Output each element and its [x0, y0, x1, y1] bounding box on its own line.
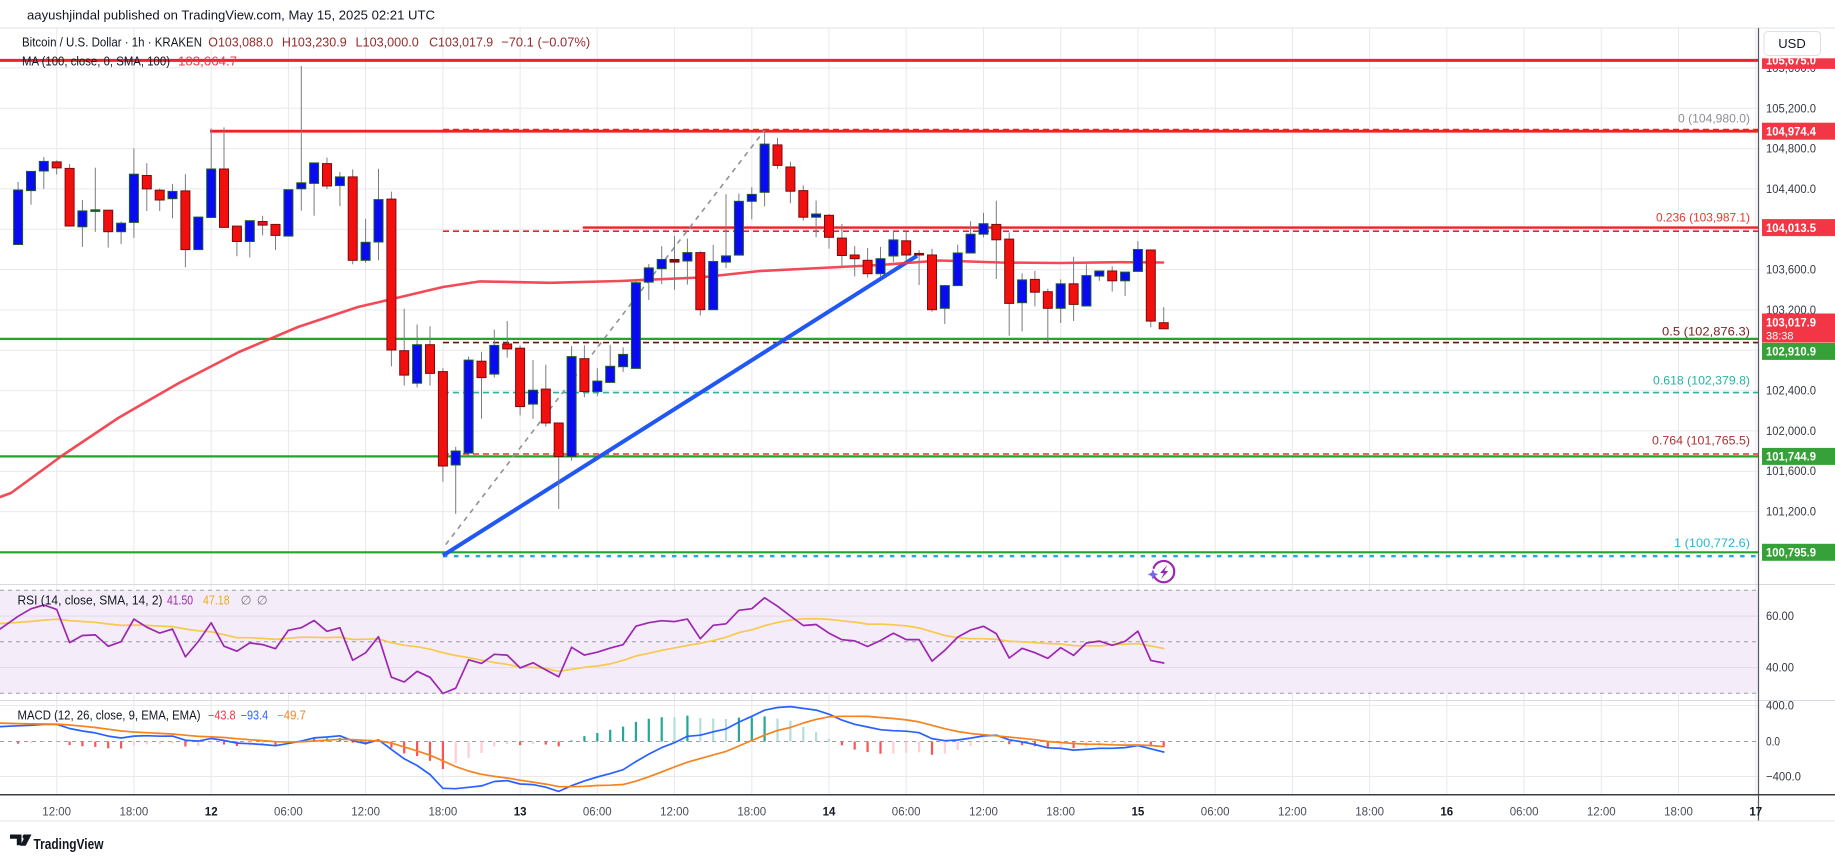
svg-text:104,974.4: 104,974.4	[1766, 124, 1816, 138]
svg-text:USD: USD	[1778, 36, 1805, 51]
svg-text:14: 14	[823, 807, 836, 819]
svg-text:105,200.0: 105,200.0	[1766, 101, 1816, 115]
svg-text:101,200.0: 101,200.0	[1766, 505, 1816, 519]
svg-text:100,795.9: 100,795.9	[1766, 546, 1816, 560]
svg-text:RSI (14, close, SMA, 14, 2): RSI (14, close, SMA, 14, 2)	[18, 594, 163, 608]
svg-text:L103,000.0: L103,000.0	[356, 35, 419, 50]
svg-text:12:00: 12:00	[351, 807, 380, 819]
svg-text:101,600.0: 101,600.0	[1766, 464, 1816, 478]
svg-text:104,800.0: 104,800.0	[1766, 142, 1816, 156]
svg-text:18:00: 18:00	[1664, 807, 1693, 819]
svg-text:101,744.9: 101,744.9	[1766, 450, 1816, 464]
svg-text:38:38: 38:38	[1766, 331, 1794, 343]
svg-text:12:00: 12:00	[1278, 807, 1307, 819]
svg-text:103,600.0: 103,600.0	[1766, 263, 1816, 277]
svg-text:aayushjindal published on Trad: aayushjindal published on TradingView.co…	[27, 8, 435, 23]
svg-text:−49.7: −49.7	[277, 709, 306, 723]
svg-text:0.5 (102,876.3): 0.5 (102,876.3)	[1662, 325, 1750, 339]
svg-text:06:00: 06:00	[1510, 807, 1539, 819]
svg-text:102,910.9: 102,910.9	[1766, 345, 1816, 359]
svg-text:12:00: 12:00	[42, 807, 71, 819]
svg-text:12:00: 12:00	[1587, 807, 1616, 819]
svg-text:12: 12	[205, 807, 218, 819]
svg-text:18:00: 18:00	[737, 807, 766, 819]
svg-text:∅: ∅	[257, 594, 268, 608]
svg-text:0 (104,980.0): 0 (104,980.0)	[1678, 112, 1750, 126]
svg-text:0.618 (102,379.8): 0.618 (102,379.8)	[1653, 373, 1750, 387]
svg-text:1 (100,772.6): 1 (100,772.6)	[1674, 536, 1750, 550]
svg-text:18:00: 18:00	[1355, 807, 1384, 819]
svg-text:17: 17	[1749, 807, 1762, 819]
svg-text:06:00: 06:00	[892, 807, 921, 819]
svg-text:−43.8: −43.8	[208, 709, 236, 723]
svg-text:103,017.9: 103,017.9	[1766, 316, 1816, 330]
svg-text:102,000.0: 102,000.0	[1766, 424, 1816, 438]
svg-text:18:00: 18:00	[429, 807, 458, 819]
svg-text:102,400.0: 102,400.0	[1766, 384, 1816, 398]
svg-text:Bitcoin / U.S. Dollar · 1h · K: Bitcoin / U.S. Dollar · 1h · KRAKEN	[22, 35, 202, 50]
svg-text:60.00: 60.00	[1766, 609, 1794, 623]
svg-text:104,013.5: 104,013.5	[1766, 221, 1816, 235]
svg-text:06:00: 06:00	[583, 807, 612, 819]
svg-text:40.00: 40.00	[1766, 661, 1794, 675]
svg-text:MA (100, close, 0, SMA, 100): MA (100, close, 0, SMA, 100)	[22, 55, 170, 69]
svg-text:103,664.7: 103,664.7	[178, 55, 237, 69]
svg-text:MACD (12, 26, close, 9, EMA, E: MACD (12, 26, close, 9, EMA, EMA)	[18, 709, 201, 723]
svg-text:H103,230.9: H103,230.9	[282, 35, 347, 50]
svg-text:13: 13	[514, 807, 527, 819]
svg-text:12:00: 12:00	[969, 807, 998, 819]
svg-text:−400.0: −400.0	[1766, 770, 1801, 784]
svg-text:TradingView: TradingView	[34, 836, 104, 853]
svg-text:104,400.0: 104,400.0	[1766, 182, 1816, 196]
svg-text:16: 16	[1440, 807, 1453, 819]
svg-text:0.236 (103,987.1): 0.236 (103,987.1)	[1656, 211, 1750, 225]
svg-text:18:00: 18:00	[1046, 807, 1075, 819]
svg-text:06:00: 06:00	[274, 807, 303, 819]
svg-text:06:00: 06:00	[1201, 807, 1230, 819]
svg-text:12:00: 12:00	[660, 807, 689, 819]
svg-text:103,200.0: 103,200.0	[1766, 303, 1816, 317]
svg-text:15: 15	[1132, 807, 1145, 819]
svg-text:∅: ∅	[241, 594, 252, 608]
svg-text:400.0: 400.0	[1766, 699, 1794, 713]
svg-text:0.0: 0.0	[1766, 735, 1780, 749]
svg-text:41.50: 41.50	[167, 594, 193, 608]
svg-text:47.18: 47.18	[203, 594, 230, 608]
svg-text:−93.4: −93.4	[241, 709, 269, 723]
svg-text:O103,088.0: O103,088.0	[208, 35, 273, 50]
svg-text:C103,017.9: C103,017.9	[429, 35, 493, 50]
svg-text:0.764 (101,765.5): 0.764 (101,765.5)	[1652, 434, 1750, 448]
svg-text:18:00: 18:00	[120, 807, 149, 819]
svg-text:−70.1 (−0.07%): −70.1 (−0.07%)	[501, 35, 590, 50]
